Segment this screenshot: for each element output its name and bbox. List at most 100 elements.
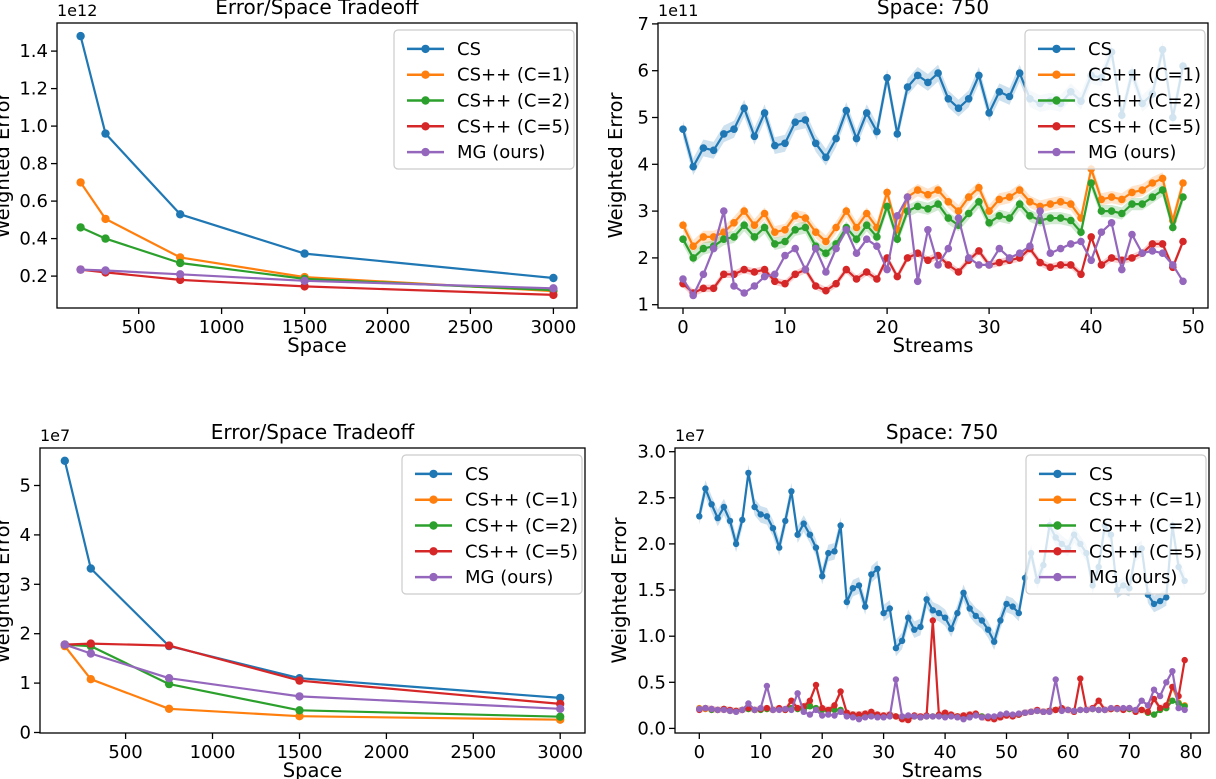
data-point-marker	[1083, 706, 1090, 714]
data-point-marker	[788, 697, 795, 704]
legend-label: MG (ours)	[1088, 142, 1176, 163]
data-point-marker	[1132, 706, 1139, 714]
data-point-marker	[837, 522, 844, 529]
data-point-marker	[812, 681, 820, 689]
data-point-marker	[1181, 656, 1188, 664]
data-point-marker	[806, 531, 814, 538]
data-point-marker	[862, 603, 869, 610]
data-point-marker	[898, 713, 906, 720]
data-point-marker	[720, 706, 728, 714]
data-point-marker	[964, 254, 973, 262]
data-point-marker	[699, 270, 708, 279]
data-point-marker	[730, 233, 738, 241]
data-point-marker	[720, 130, 728, 138]
data-point-marker	[822, 268, 830, 276]
plot-title: Space: 750	[877, 0, 989, 19]
data-point-marker	[874, 565, 881, 572]
data-point-marker	[1003, 600, 1010, 608]
data-point-marker	[76, 265, 85, 274]
data-point-marker	[745, 469, 752, 477]
series-MG (ours)	[60, 640, 565, 713]
data-point-marker	[892, 713, 900, 720]
data-point-marker	[750, 233, 759, 241]
data-point-marker	[832, 244, 840, 253]
data-point-marker	[757, 704, 764, 712]
data-point-marker	[831, 712, 838, 719]
data-point-marker	[740, 104, 748, 112]
legend-box	[393, 29, 575, 170]
data-point-marker	[1113, 705, 1121, 713]
data-point-marker	[739, 516, 746, 524]
data-point-marker	[1046, 214, 1055, 222]
data-point-marker	[812, 706, 820, 714]
data-point-marker	[934, 200, 942, 208]
data-point-marker	[855, 716, 863, 723]
data-point-marker	[101, 266, 110, 275]
data-point-marker	[1158, 240, 1167, 248]
data-point-marker	[954, 207, 963, 215]
data-point-marker	[883, 265, 891, 274]
x-axis-label: Space	[287, 334, 346, 357]
legend-sample-marker	[1053, 547, 1062, 556]
y-tick-label: 2	[638, 248, 649, 269]
series-MG (ours)	[679, 193, 1187, 300]
data-point-marker	[720, 207, 728, 215]
data-point-marker	[1150, 686, 1158, 693]
data-point-marker	[1148, 179, 1157, 187]
legend-label: CS	[1089, 464, 1113, 485]
data-point-marker	[1169, 668, 1176, 675]
data-point-marker	[801, 214, 810, 222]
data-point-marker	[1067, 240, 1075, 248]
data-point-marker	[862, 221, 871, 229]
data-point-marker	[750, 221, 759, 229]
data-point-marker	[1144, 702, 1152, 709]
x-tick-label: 10	[774, 317, 797, 338]
data-point-marker	[164, 679, 174, 689]
data-point-marker	[842, 265, 851, 274]
data-point-marker	[806, 703, 814, 710]
x-tick-label: 20	[876, 317, 899, 338]
data-point-marker	[1056, 214, 1065, 222]
data-point-marker	[924, 190, 932, 199]
data-point-marker	[995, 244, 1004, 253]
y-axis-label: Weighted Error	[0, 517, 14, 664]
data-point-marker	[954, 104, 963, 112]
legend-sample-marker	[1053, 572, 1062, 582]
y-tick-label: 1.0	[637, 626, 666, 647]
data-point-marker	[1148, 247, 1157, 255]
data-point-marker	[709, 146, 718, 155]
data-point-marker	[176, 258, 185, 268]
data-point-marker	[1148, 193, 1157, 201]
data-point-marker	[819, 712, 826, 719]
x-tick-label: 40	[934, 742, 957, 763]
data-point-marker	[769, 525, 777, 532]
data-point-marker	[781, 251, 789, 260]
data-point-marker	[985, 261, 993, 269]
data-point-marker	[750, 268, 759, 276]
x-tick-label: 20	[811, 742, 834, 763]
y-tick-label: 2.5	[637, 488, 666, 509]
data-point-marker	[913, 71, 922, 80]
data-point-marker	[164, 641, 174, 650]
data-point-marker	[1101, 706, 1108, 714]
axes-frame	[657, 22, 1209, 309]
data-point-marker	[1179, 193, 1187, 201]
data-point-marker	[771, 228, 779, 236]
y-tick-label: 0	[20, 723, 31, 744]
data-point-marker	[1027, 708, 1035, 715]
data-point-marker	[760, 265, 769, 274]
data-point-marker	[1107, 704, 1115, 712]
data-point-marker	[893, 272, 902, 281]
series-line	[63, 645, 561, 721]
data-point-marker	[924, 226, 932, 234]
legend-box	[1025, 454, 1207, 595]
data-point-marker	[788, 488, 795, 495]
data-point-marker	[852, 223, 861, 232]
data-point-marker	[825, 706, 832, 714]
data-point-marker	[295, 692, 304, 701]
data-point-marker	[855, 582, 863, 589]
data-point-marker	[1128, 230, 1136, 239]
data-point-marker	[960, 589, 967, 596]
data-point-marker	[874, 714, 881, 721]
data-point-marker	[1179, 179, 1187, 187]
